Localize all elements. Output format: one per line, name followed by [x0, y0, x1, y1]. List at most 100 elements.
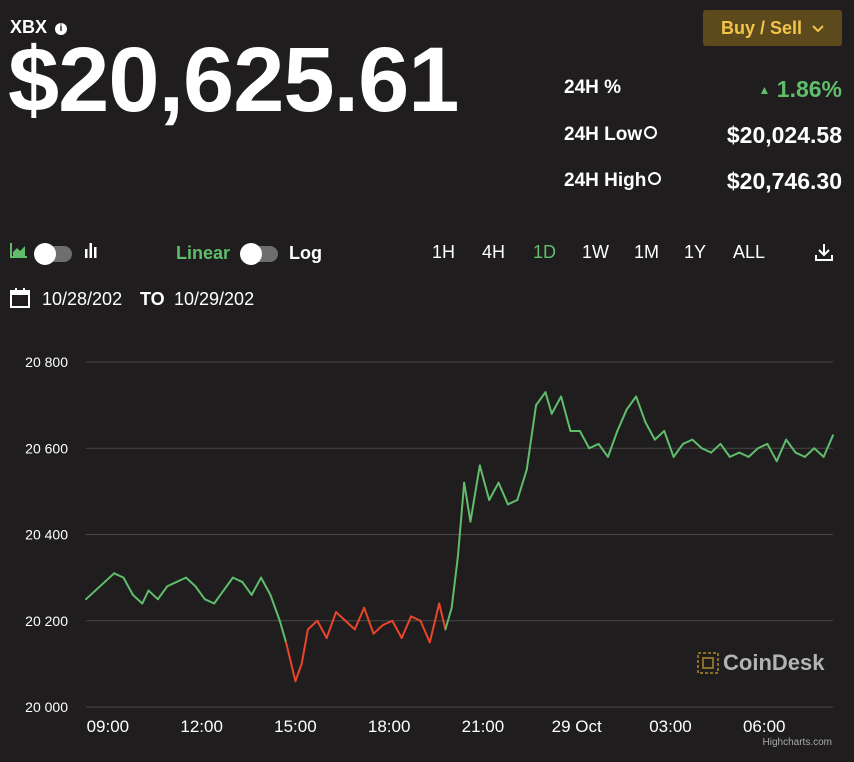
range-all[interactable]: ALL: [733, 242, 766, 262]
price-line-segment: [175, 576, 188, 583]
price-line-segment: [616, 408, 628, 432]
range-1y[interactable]: 1Y: [684, 242, 707, 262]
price-line-segment: [344, 619, 356, 631]
date-from[interactable]: 10/28/202: [42, 289, 123, 309]
price-line-segment: [372, 624, 384, 635]
price-line-segment: [822, 434, 834, 458]
price-line-segment: [203, 598, 216, 605]
price-line-segment: [469, 464, 481, 523]
price-line-segment: [635, 395, 647, 424]
price-line-segment: [335, 611, 347, 622]
price-line-segment: [463, 481, 472, 523]
price-line-segment: [766, 442, 778, 463]
scale-toggle[interactable]: [240, 243, 278, 265]
price-line-segment: [478, 464, 491, 501]
chart-type-toggle[interactable]: [34, 243, 72, 265]
price-line-segment: [438, 602, 447, 631]
highcharts-credit[interactable]: Highcharts.com: [762, 737, 832, 748]
linear-label[interactable]: Linear: [176, 243, 231, 263]
low-info-icon[interactable]: [644, 126, 658, 139]
x-tick-label: 21:00: [462, 717, 505, 736]
change-value: ▲ 1.86%: [759, 76, 843, 103]
range-1w[interactable]: 1W: [582, 242, 609, 262]
price-line-segment: [550, 395, 563, 415]
date-to[interactable]: 10/29/202: [174, 289, 255, 309]
price-line-segment: [231, 576, 244, 583]
y-tick-label: 20 600: [25, 440, 68, 456]
high-info-icon[interactable]: [648, 172, 662, 185]
price-line-segment: [747, 447, 759, 458]
x-tick-label: 03:00: [649, 717, 692, 736]
price-line-segment: [325, 611, 338, 639]
price-line-segment: [147, 589, 159, 601]
price-line-segment: [544, 391, 553, 415]
buy-sell-label: Buy / Sell: [720, 17, 803, 38]
price-line-segment: [588, 442, 600, 450]
up-arrow-icon: ▲: [758, 83, 771, 97]
range-1m[interactable]: 1M: [634, 242, 660, 262]
price-line-segment: [222, 576, 234, 592]
price-line-segment: [488, 481, 500, 501]
price-line-segment: [269, 593, 281, 622]
price-line-segment: [653, 430, 666, 441]
bar-chart-icon[interactable]: [84, 241, 98, 264]
price-line-segment: [700, 447, 713, 454]
price-line-segment: [391, 619, 403, 639]
price-line-segment: [85, 589, 97, 601]
price-line-segment: [516, 468, 528, 501]
high-label-wrap: 24H High: [564, 170, 662, 192]
price-line-segment: [285, 641, 297, 683]
high-label: 24H High: [564, 170, 647, 191]
price-line-segment: [710, 442, 722, 454]
low-label-wrap: 24H Low: [564, 124, 658, 146]
price-line-segment: [300, 628, 309, 665]
price-line-segment: [194, 585, 206, 601]
price-line-segment: [166, 580, 178, 588]
range-1h[interactable]: 1H: [432, 242, 456, 262]
buy-sell-button[interactable]: Buy / Sell: [703, 10, 842, 46]
price-line-segment: [535, 391, 547, 407]
range-1d[interactable]: 1D: [533, 242, 557, 262]
price-line-segment: [94, 580, 106, 592]
price-line-segment: [316, 619, 328, 639]
log-label[interactable]: Log: [289, 243, 322, 263]
price-line-segment: [185, 576, 197, 588]
price-line-segment: [672, 442, 684, 458]
price-line-segment: [419, 619, 431, 644]
x-tick-label: 18:00: [368, 717, 411, 736]
price-line-segment: [785, 438, 797, 454]
price-line-segment: [506, 499, 519, 506]
price-line-segment: [663, 430, 675, 458]
area-chart-icon[interactable]: [10, 242, 28, 263]
y-tick-label: 20 400: [25, 527, 68, 543]
price-line-segment: [363, 606, 375, 635]
price-line-segment: [278, 619, 288, 644]
download-icon[interactable]: [815, 243, 833, 266]
price-line-segment: [525, 404, 538, 471]
coindesk-logo: CoinDesk: [697, 650, 824, 676]
price-line-segment: [141, 589, 150, 605]
low-label: 24H Low: [564, 124, 643, 145]
price-line-segment: [250, 576, 263, 596]
x-tick-label: 06:00: [743, 717, 786, 736]
price-line-segment: [719, 442, 731, 458]
info-icon[interactable]: i: [55, 23, 68, 35]
y-tick-label: 20 800: [25, 354, 68, 370]
price-chart[interactable]: 20 000 20 200 20 400 20 600 20 800 09:00 12:00…: [0, 340, 854, 740]
x-tick-label: 15:00: [274, 717, 317, 736]
price-line-segment: [113, 572, 125, 579]
calendar-icon[interactable]: [10, 288, 30, 313]
price-line-segment: [444, 606, 453, 631]
price-line-segment: [738, 451, 750, 458]
x-tick-label: 12:00: [180, 717, 223, 736]
price-line-segment: [497, 481, 509, 506]
ticker-label: XBX: [10, 17, 48, 37]
price-line-segment: [400, 615, 413, 639]
price-line-segment: [156, 585, 169, 601]
price-line-segment: [644, 421, 656, 441]
price-line-segment: [353, 606, 366, 631]
range-4h[interactable]: 4H: [482, 242, 506, 262]
x-tick-label: 09:00: [87, 717, 130, 736]
coindesk-mark-icon: [697, 652, 719, 674]
price-line-segment: [756, 442, 769, 450]
